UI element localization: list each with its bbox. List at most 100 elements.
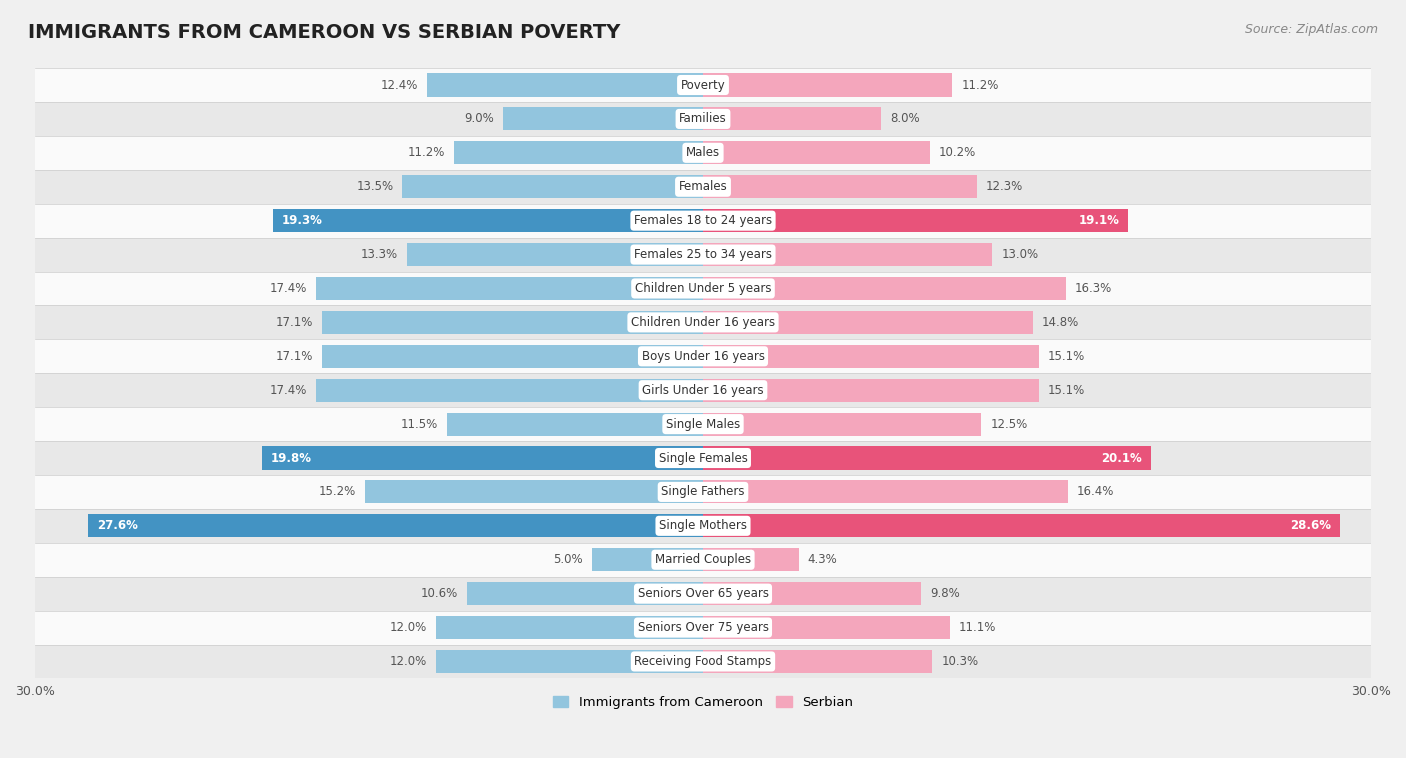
Bar — [703, 616, 950, 639]
Text: 19.1%: 19.1% — [1078, 215, 1119, 227]
Text: 17.1%: 17.1% — [276, 316, 314, 329]
Bar — [502, 108, 703, 130]
Text: 12.0%: 12.0% — [389, 655, 427, 668]
Bar — [447, 412, 703, 436]
Bar — [703, 548, 799, 572]
Bar — [35, 237, 1371, 271]
Bar — [427, 74, 703, 96]
Text: 17.4%: 17.4% — [269, 384, 307, 396]
Text: Males: Males — [686, 146, 720, 159]
Text: 17.1%: 17.1% — [276, 349, 314, 363]
Bar — [703, 514, 1340, 537]
Bar — [703, 108, 882, 130]
Bar — [35, 271, 1371, 305]
Bar — [262, 446, 703, 469]
Text: 13.3%: 13.3% — [361, 248, 398, 261]
Text: Source: ZipAtlas.com: Source: ZipAtlas.com — [1244, 23, 1378, 36]
Text: 16.4%: 16.4% — [1077, 485, 1115, 499]
Bar — [703, 412, 981, 436]
Bar — [35, 509, 1371, 543]
Bar — [454, 141, 703, 164]
Text: 11.1%: 11.1% — [959, 621, 997, 634]
Bar — [703, 209, 1129, 232]
Bar — [364, 481, 703, 503]
Bar — [35, 577, 1371, 611]
Text: 9.8%: 9.8% — [931, 587, 960, 600]
Text: 20.1%: 20.1% — [1101, 452, 1142, 465]
Text: Children Under 5 years: Children Under 5 years — [634, 282, 772, 295]
Text: 28.6%: 28.6% — [1289, 519, 1331, 532]
Bar — [703, 446, 1150, 469]
Text: Boys Under 16 years: Boys Under 16 years — [641, 349, 765, 363]
Text: Single Mothers: Single Mothers — [659, 519, 747, 532]
Bar — [35, 305, 1371, 340]
Text: 16.3%: 16.3% — [1076, 282, 1112, 295]
Text: 11.5%: 11.5% — [401, 418, 439, 431]
Bar — [35, 373, 1371, 407]
Bar — [703, 481, 1069, 503]
Text: Single Fathers: Single Fathers — [661, 485, 745, 499]
Text: 12.4%: 12.4% — [381, 79, 418, 92]
Text: 10.3%: 10.3% — [941, 655, 979, 668]
Text: 13.5%: 13.5% — [356, 180, 394, 193]
Legend: Immigrants from Cameroon, Serbian: Immigrants from Cameroon, Serbian — [547, 691, 859, 715]
Bar — [592, 548, 703, 572]
Text: 4.3%: 4.3% — [807, 553, 838, 566]
Bar — [703, 345, 1039, 368]
Bar — [703, 379, 1039, 402]
Text: 12.5%: 12.5% — [990, 418, 1028, 431]
Text: 19.3%: 19.3% — [283, 215, 323, 227]
Text: 9.0%: 9.0% — [464, 112, 494, 125]
Bar — [35, 170, 1371, 204]
Text: 14.8%: 14.8% — [1042, 316, 1078, 329]
Text: Married Couples: Married Couples — [655, 553, 751, 566]
Bar — [89, 514, 703, 537]
Text: Girls Under 16 years: Girls Under 16 years — [643, 384, 763, 396]
Bar — [35, 441, 1371, 475]
Text: Receiving Food Stamps: Receiving Food Stamps — [634, 655, 772, 668]
Text: Females 18 to 24 years: Females 18 to 24 years — [634, 215, 772, 227]
Text: 13.0%: 13.0% — [1001, 248, 1039, 261]
Bar — [703, 650, 932, 673]
Text: Children Under 16 years: Children Under 16 years — [631, 316, 775, 329]
Bar — [467, 582, 703, 605]
Bar — [703, 311, 1032, 334]
Text: 19.8%: 19.8% — [271, 452, 312, 465]
Bar — [402, 175, 703, 199]
Text: Seniors Over 65 years: Seniors Over 65 years — [637, 587, 769, 600]
Text: 12.3%: 12.3% — [986, 180, 1024, 193]
Text: Single Males: Single Males — [666, 418, 740, 431]
Text: 17.4%: 17.4% — [269, 282, 307, 295]
Text: Females: Females — [679, 180, 727, 193]
Text: 15.1%: 15.1% — [1047, 384, 1085, 396]
Text: 11.2%: 11.2% — [962, 79, 998, 92]
Bar — [703, 175, 977, 199]
Bar — [703, 582, 921, 605]
Text: Seniors Over 75 years: Seniors Over 75 years — [637, 621, 769, 634]
Text: 8.0%: 8.0% — [890, 112, 920, 125]
Text: Families: Families — [679, 112, 727, 125]
Bar — [35, 475, 1371, 509]
Text: IMMIGRANTS FROM CAMEROON VS SERBIAN POVERTY: IMMIGRANTS FROM CAMEROON VS SERBIAN POVE… — [28, 23, 620, 42]
Bar — [35, 102, 1371, 136]
Bar — [35, 340, 1371, 373]
Bar — [315, 277, 703, 300]
Bar — [35, 407, 1371, 441]
Text: 15.2%: 15.2% — [318, 485, 356, 499]
Bar — [703, 141, 931, 164]
Bar — [273, 209, 703, 232]
Text: Single Females: Single Females — [658, 452, 748, 465]
Bar — [35, 204, 1371, 237]
Text: 5.0%: 5.0% — [553, 553, 582, 566]
Bar — [35, 68, 1371, 102]
Text: 27.6%: 27.6% — [97, 519, 138, 532]
Bar — [436, 616, 703, 639]
Text: 10.2%: 10.2% — [939, 146, 976, 159]
Text: 10.6%: 10.6% — [420, 587, 458, 600]
Text: Poverty: Poverty — [681, 79, 725, 92]
Bar — [315, 379, 703, 402]
Bar — [436, 650, 703, 673]
Bar — [322, 345, 703, 368]
Bar — [703, 74, 952, 96]
Bar — [35, 136, 1371, 170]
